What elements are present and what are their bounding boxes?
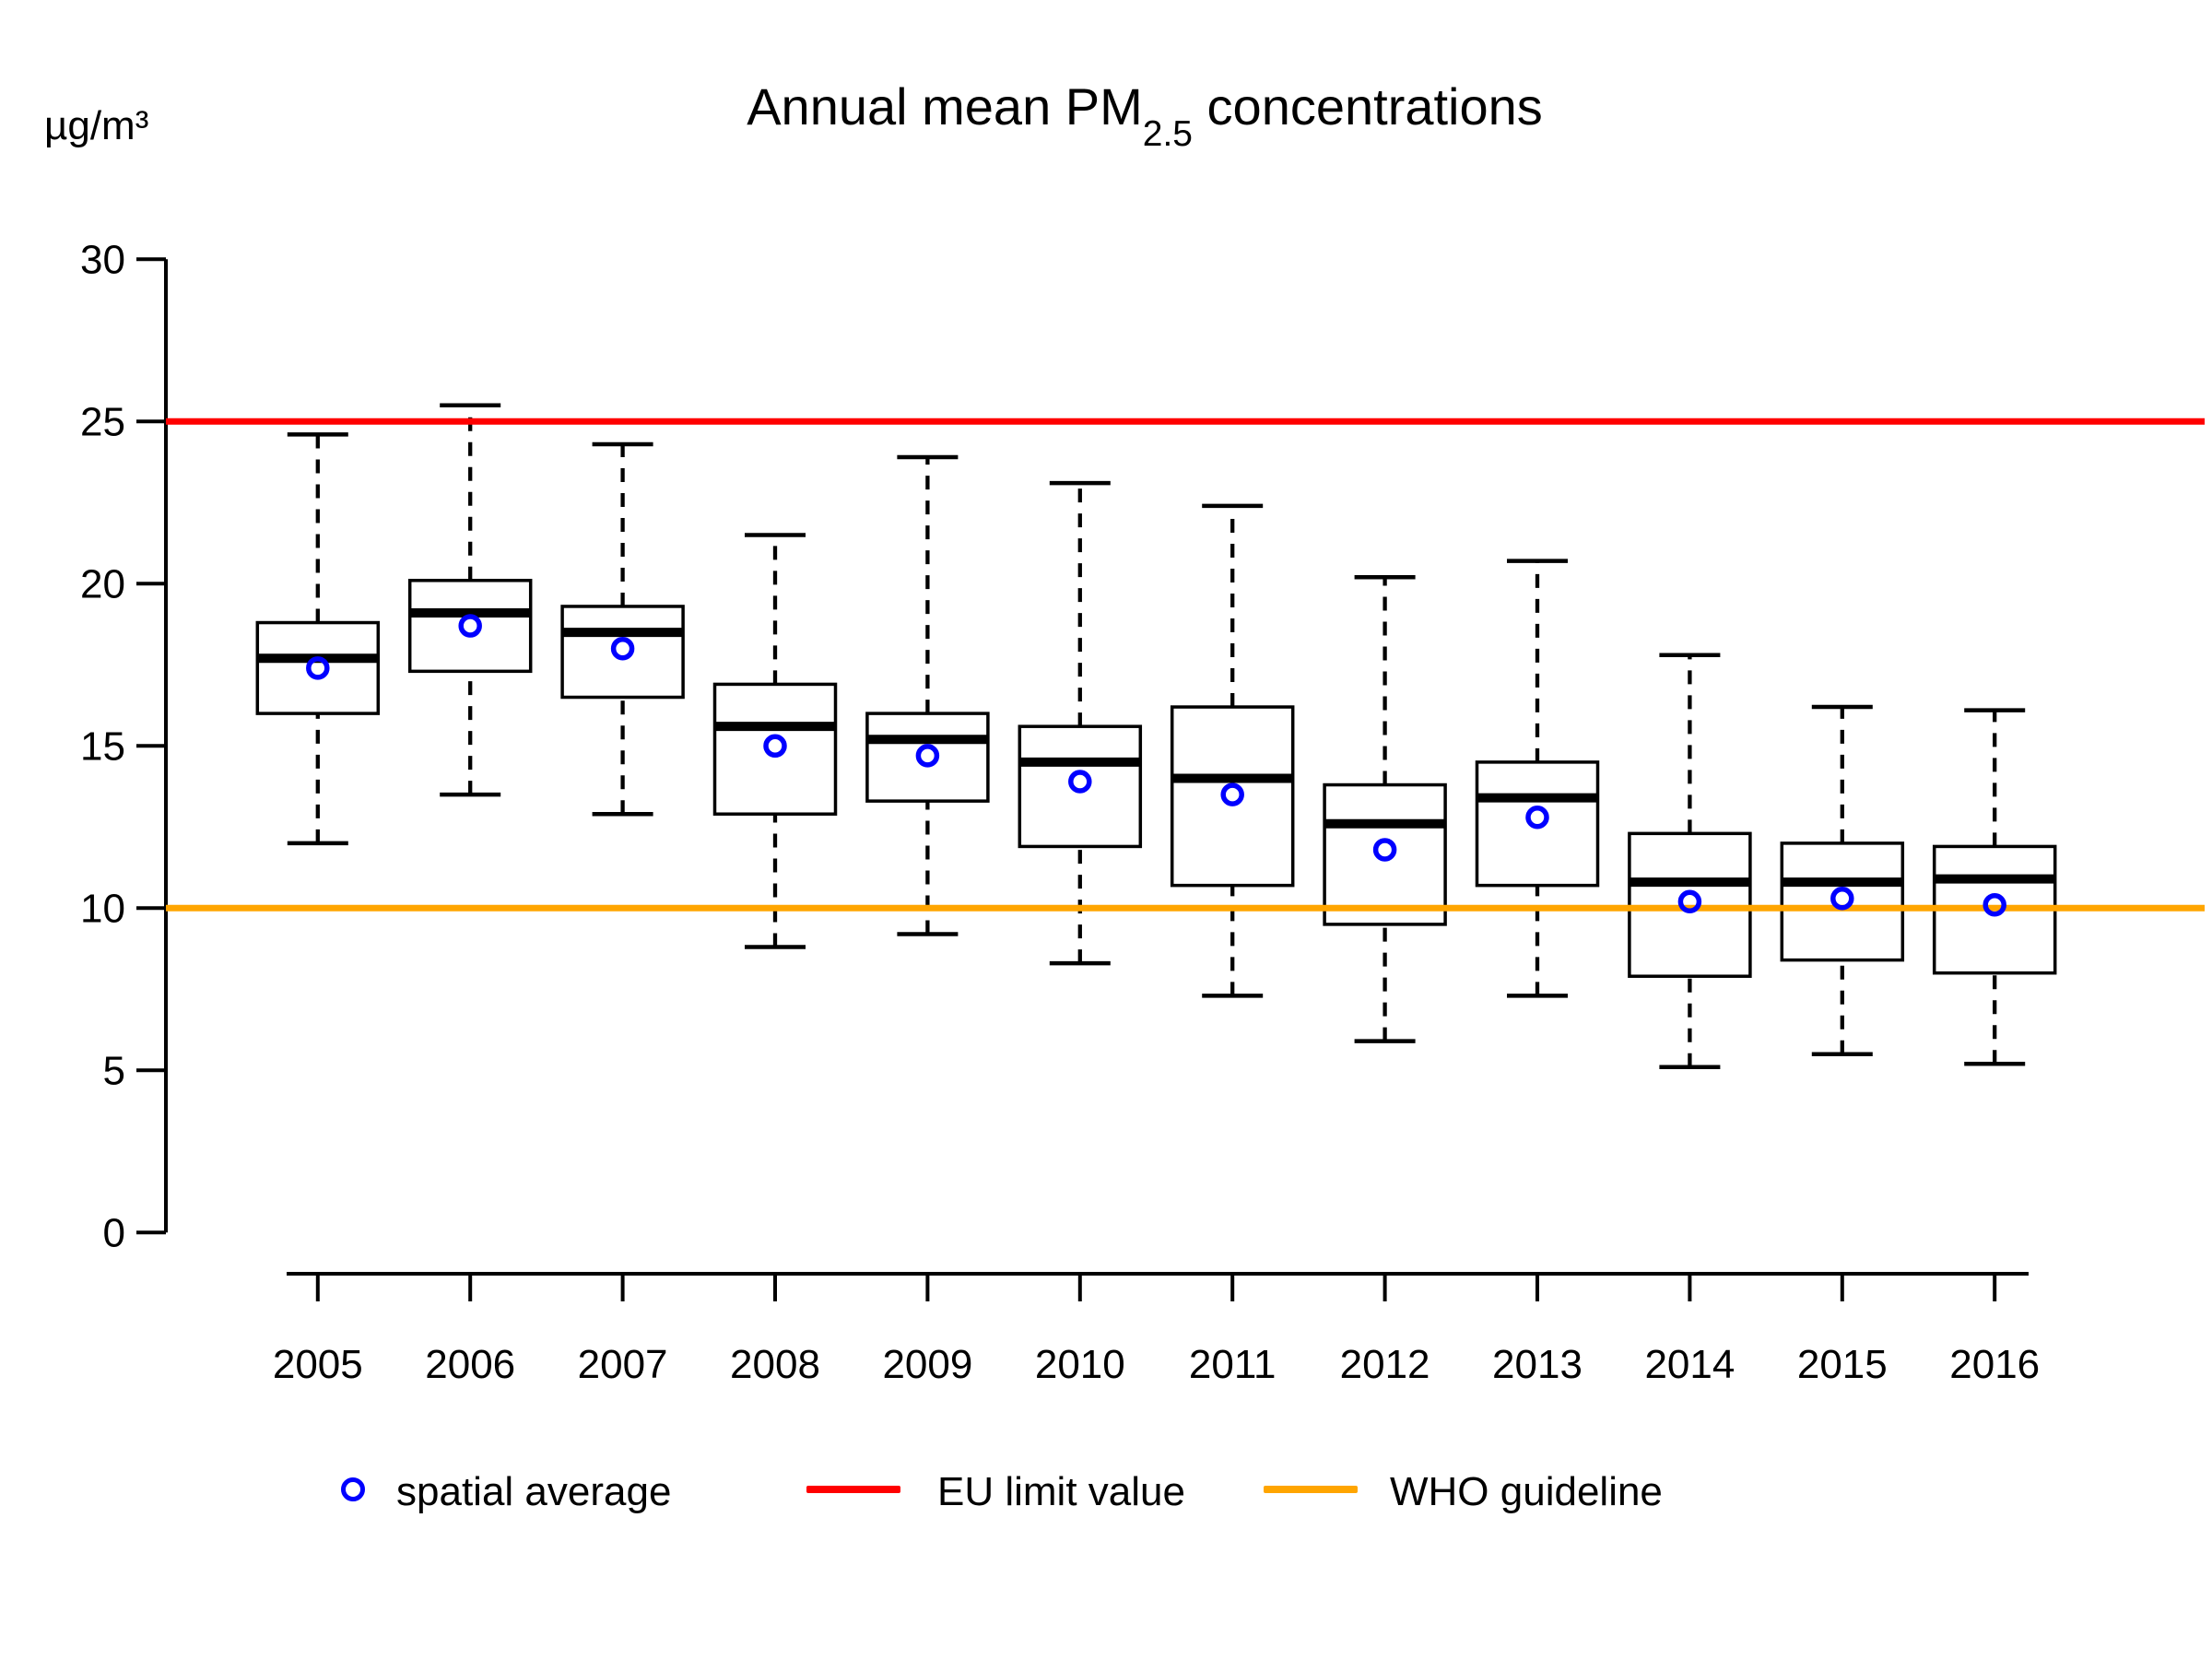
title-prefix: Annual mean PM	[747, 77, 1143, 135]
x-tick-label-2013: 2013	[1492, 1342, 1583, 1387]
x-tick-label-2009: 2009	[882, 1342, 972, 1387]
x-tick-label-2008: 2008	[730, 1342, 820, 1387]
box-2014	[1628, 831, 1752, 978]
box-2009	[865, 712, 990, 803]
x-tick-label-2011: 2011	[1189, 1342, 1277, 1387]
box-2010	[1018, 724, 1143, 849]
box-2012	[1323, 782, 1447, 926]
box-2011	[1170, 705, 1295, 888]
y-tick-label-0: 0	[103, 1210, 125, 1255]
x-tick-label-2016: 2016	[1949, 1342, 2040, 1387]
x-tick-label-2005: 2005	[273, 1342, 363, 1387]
x-tick-label-2012: 2012	[1340, 1342, 1430, 1387]
y-tick-label-25: 25	[80, 399, 125, 444]
mean-circle-2013	[1525, 805, 1549, 830]
y-axis-unit-label: µg/m³	[44, 103, 149, 148]
mean-circle-2016	[1983, 893, 2006, 917]
box-2006	[407, 579, 533, 674]
title-subscript: 2.5	[1142, 114, 1193, 155]
mean-circle-2012	[1372, 838, 1397, 862]
box-2015	[1780, 841, 1905, 962]
title-suffix: concentrations	[1193, 77, 1543, 135]
mean-circle-2011	[1220, 782, 1244, 806]
mean-circle-2014	[1677, 889, 1702, 914]
mean-circle-2015	[1830, 886, 1854, 911]
x-tick-label-2007: 2007	[578, 1342, 668, 1387]
x-tick-label-2006: 2006	[425, 1342, 515, 1387]
chart-title: Annual mean PM2.5 concentrations	[39, 77, 2212, 153]
box-2013	[1475, 760, 1600, 888]
mean-circle-2007	[610, 636, 635, 661]
mean-circle-2008	[763, 734, 787, 759]
y-tick-label-5: 5	[103, 1048, 125, 1093]
y-tick-label-20: 20	[80, 561, 125, 606]
box-2007	[560, 605, 685, 700]
mean-circle-2005	[306, 656, 330, 680]
y-tick-label-15: 15	[80, 724, 125, 769]
box-2008	[712, 682, 838, 816]
mean-circle-2010	[1068, 770, 1092, 794]
x-tick-label-2015: 2015	[1797, 1342, 1888, 1387]
mean-circle-2006	[458, 614, 482, 638]
y-tick-label-30: 30	[80, 237, 125, 282]
x-tick-label-2010: 2010	[1035, 1342, 1125, 1387]
box-2005	[255, 620, 381, 715]
mean-circle-2009	[915, 744, 940, 768]
y-tick-label-10: 10	[80, 886, 125, 931]
x-tick-label-2014: 2014	[1644, 1342, 1735, 1387]
